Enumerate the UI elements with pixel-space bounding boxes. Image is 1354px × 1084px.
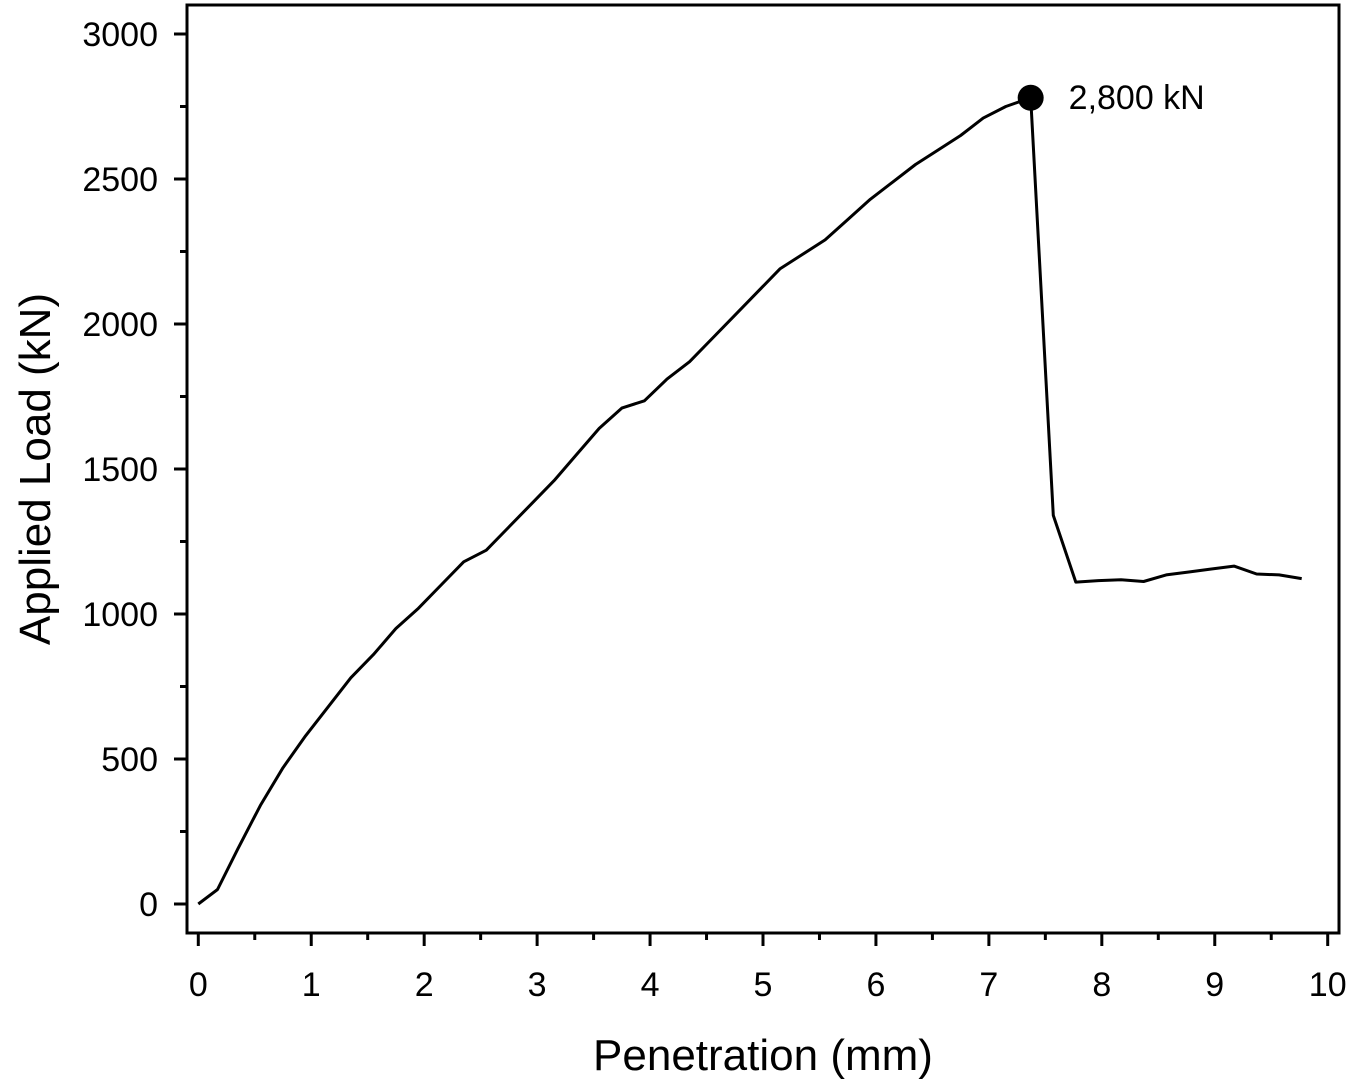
- y-tick-label: 1000: [82, 596, 158, 634]
- y-tick-label: 2500: [82, 161, 158, 199]
- series-line: [197, 96, 1302, 906]
- y-axis-title: Applied Load (kN): [11, 293, 60, 645]
- annotation-layer: 2,800 kN: [1017, 79, 1205, 117]
- x-tick-label: 8: [1092, 966, 1111, 1004]
- x-tick-label: 2: [415, 966, 434, 1004]
- x-tick-label: 5: [754, 966, 773, 1004]
- y-tick-label: 2000: [82, 306, 158, 344]
- y-axis-tick-labels: 0 500 1000 1500 2000 2500 3000: [82, 16, 158, 924]
- x-axis-title: Penetration (mm): [593, 1031, 933, 1080]
- y-tick-label: 1500: [82, 451, 158, 489]
- x-tick-label: 0: [189, 966, 208, 1004]
- y-tick-label: 0: [139, 886, 158, 924]
- x-tick-label: 7: [979, 966, 998, 1004]
- x-tick-label: 4: [641, 966, 660, 1004]
- y-tick-label: 500: [101, 741, 158, 779]
- series-layer: [197, 96, 1302, 906]
- x-axis-tick-labels: 0 1 2 3 4 5 6 7 8 9 10: [189, 966, 1347, 1004]
- x-tick-label: 10: [1309, 966, 1347, 1004]
- x-tick-label: 9: [1205, 966, 1224, 1004]
- x-tick-label: 6: [866, 966, 885, 1004]
- peak-marker: [1017, 84, 1044, 111]
- x-tick-label: 1: [302, 966, 321, 1004]
- peak-annotation-label: 2,800 kN: [1069, 79, 1205, 117]
- x-axis-ticks: [196, 933, 1330, 946]
- y-axis-ticks: [174, 32, 187, 906]
- y-tick-label: 3000: [82, 16, 158, 54]
- x-tick-label: 3: [528, 966, 547, 1004]
